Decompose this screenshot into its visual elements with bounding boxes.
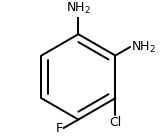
Text: NH$_2$: NH$_2$ xyxy=(66,1,91,16)
Text: NH$_2$: NH$_2$ xyxy=(131,39,156,55)
Text: F: F xyxy=(56,122,63,135)
Text: Cl: Cl xyxy=(109,116,121,129)
